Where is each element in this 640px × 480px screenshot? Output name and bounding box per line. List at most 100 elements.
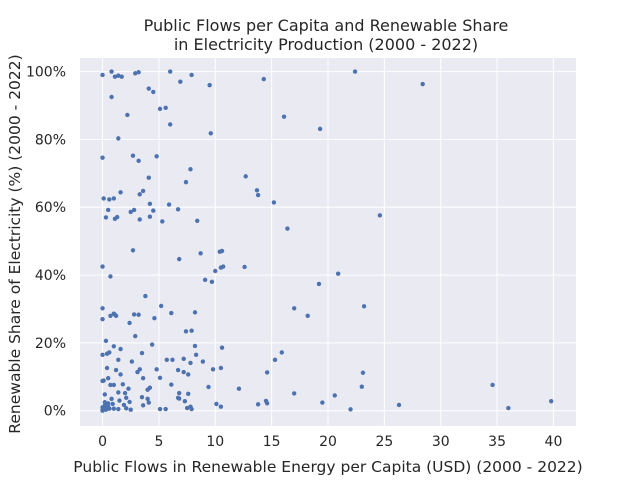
data-point <box>102 400 108 405</box>
data-point <box>175 395 181 401</box>
data-point <box>177 390 182 396</box>
data-point <box>181 369 186 375</box>
data-point <box>255 192 261 198</box>
data-point <box>206 384 211 390</box>
data-point <box>271 200 277 205</box>
data-point <box>116 406 121 412</box>
y-axis-label: Renewable Share of Electricity (%) (2000… <box>6 54 24 433</box>
data-point <box>118 346 123 352</box>
data-point <box>549 399 554 404</box>
y-tick-label: 60% <box>35 200 66 216</box>
data-point <box>116 357 121 363</box>
data-point <box>151 89 156 95</box>
data-point <box>139 350 145 356</box>
data-point <box>136 158 141 163</box>
data-point <box>130 153 136 158</box>
data-point <box>285 226 290 231</box>
data-point <box>178 79 183 84</box>
data-point <box>140 375 146 381</box>
data-point <box>291 391 297 396</box>
data-point <box>116 73 121 78</box>
data-point <box>136 70 141 75</box>
data-point <box>335 271 341 276</box>
data-point <box>214 401 219 407</box>
data-point <box>121 402 127 408</box>
data-point <box>154 367 159 372</box>
data-point <box>103 215 109 220</box>
data-point <box>272 357 278 363</box>
data-point <box>100 352 105 357</box>
data-point <box>100 155 105 160</box>
data-point <box>122 390 128 396</box>
x-tick-label: 15 <box>263 434 281 450</box>
data-point <box>115 214 120 220</box>
data-point <box>105 375 111 381</box>
data-point <box>147 201 153 207</box>
x-tick-label: 0 <box>98 434 107 450</box>
data-point <box>202 277 208 283</box>
data-point <box>107 350 112 355</box>
data-point <box>186 372 191 377</box>
data-point <box>160 219 165 224</box>
data-point <box>183 329 189 334</box>
data-point <box>108 313 113 318</box>
data-point <box>163 406 168 412</box>
data-point <box>136 312 141 317</box>
data-point <box>100 405 105 410</box>
data-point <box>152 315 157 321</box>
data-point <box>164 357 169 363</box>
data-point <box>242 264 247 270</box>
grid-lines <box>80 58 576 426</box>
data-point <box>219 248 225 254</box>
data-point <box>236 386 242 391</box>
data-point <box>108 274 113 279</box>
data-point <box>506 405 511 411</box>
data-point <box>149 342 155 347</box>
data-point <box>112 74 118 79</box>
data-point <box>124 406 129 411</box>
data-points <box>100 69 554 413</box>
data-point <box>137 192 142 197</box>
data-point <box>264 370 270 375</box>
data-point <box>107 197 112 202</box>
data-point <box>184 405 190 411</box>
data-point <box>188 360 193 366</box>
data-point <box>218 365 224 371</box>
y-tick-labels: 0% 20% 40% 60% 80% 100% <box>26 65 66 420</box>
data-point <box>490 382 495 388</box>
data-point <box>220 264 226 269</box>
data-point <box>100 408 105 413</box>
data-point <box>166 202 172 207</box>
data-point <box>131 207 137 213</box>
data-point <box>157 106 163 112</box>
data-point <box>146 175 151 180</box>
data-point <box>139 394 145 400</box>
data-point <box>100 316 105 322</box>
data-point <box>104 365 110 371</box>
data-point <box>177 256 182 262</box>
data-point <box>103 338 109 344</box>
data-point <box>101 196 106 201</box>
data-point <box>113 367 119 373</box>
x-tick-label: 20 <box>319 434 337 450</box>
data-point <box>147 214 153 219</box>
data-point <box>118 190 123 195</box>
data-point <box>316 281 322 287</box>
y-tick-label: 40% <box>35 268 66 284</box>
data-point <box>117 398 122 403</box>
data-point <box>133 71 138 76</box>
data-point <box>255 402 261 407</box>
data-point <box>135 369 140 375</box>
data-point <box>111 344 117 349</box>
data-point <box>100 72 105 78</box>
data-point <box>118 372 123 377</box>
data-point <box>254 188 260 193</box>
data-point <box>163 105 168 111</box>
data-point <box>181 356 186 362</box>
data-point <box>100 306 105 311</box>
data-point <box>111 196 117 201</box>
chart-title-line-1: Public Flows per Capita and Renewable Sh… <box>144 16 509 35</box>
data-point <box>109 94 114 100</box>
data-point <box>133 333 138 339</box>
